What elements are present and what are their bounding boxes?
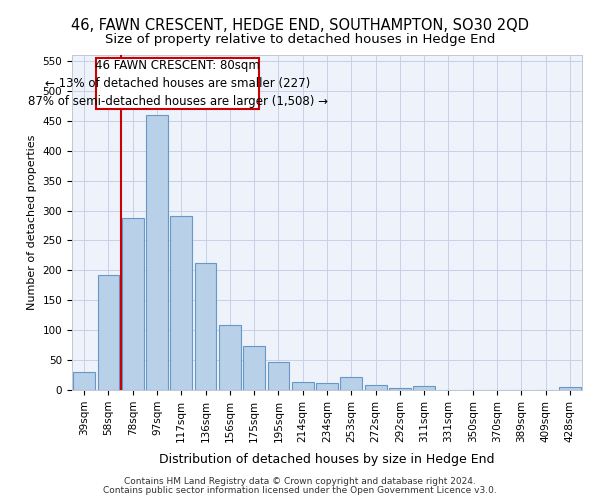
Bar xyxy=(365,384,386,390)
Bar xyxy=(194,262,217,390)
Bar xyxy=(268,362,289,390)
Bar xyxy=(170,216,192,390)
Text: Contains HM Land Registry data © Crown copyright and database right 2024.: Contains HM Land Registry data © Crown c… xyxy=(124,477,476,486)
Bar xyxy=(146,115,168,390)
Bar xyxy=(243,346,265,390)
Bar xyxy=(122,218,143,390)
Bar xyxy=(559,387,581,390)
Bar xyxy=(413,386,435,390)
X-axis label: Distribution of detached houses by size in Hedge End: Distribution of detached houses by size … xyxy=(159,453,495,466)
Bar xyxy=(292,382,314,390)
Bar xyxy=(96,58,259,109)
Bar xyxy=(389,388,411,390)
Text: 46, FAWN CRESCENT, HEDGE END, SOUTHAMPTON, SO30 2QD: 46, FAWN CRESCENT, HEDGE END, SOUTHAMPTO… xyxy=(71,18,529,32)
Bar xyxy=(97,275,119,390)
Bar xyxy=(340,377,362,390)
Y-axis label: Number of detached properties: Number of detached properties xyxy=(27,135,37,310)
Text: Contains public sector information licensed under the Open Government Licence v3: Contains public sector information licen… xyxy=(103,486,497,495)
Bar xyxy=(73,372,95,390)
Text: 46 FAWN CRESCENT: 80sqm
← 13% of detached houses are smaller (227)
87% of semi-d: 46 FAWN CRESCENT: 80sqm ← 13% of detache… xyxy=(28,59,328,108)
Bar xyxy=(219,325,241,390)
Text: Size of property relative to detached houses in Hedge End: Size of property relative to detached ho… xyxy=(105,32,495,46)
Bar xyxy=(316,383,338,390)
